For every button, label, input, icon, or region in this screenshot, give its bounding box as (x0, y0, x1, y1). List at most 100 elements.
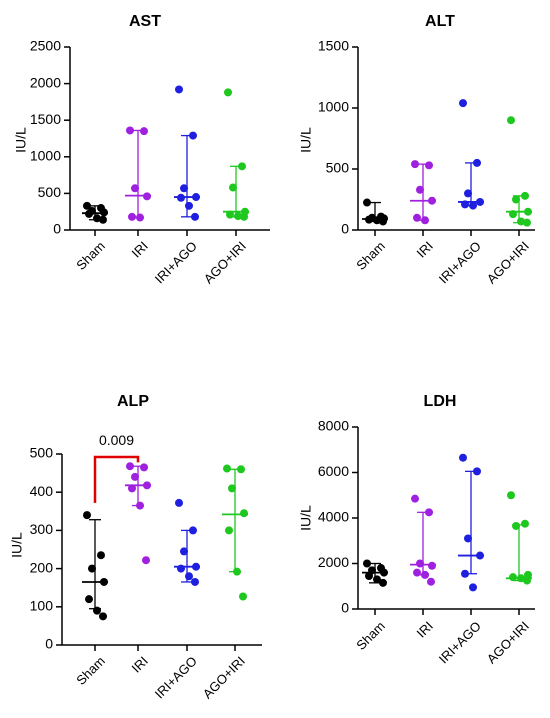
data-point (476, 197, 484, 206)
data-point (507, 491, 515, 500)
bracket-line (93, 455, 140, 503)
y-tick-label: 1500 (318, 38, 349, 54)
y-tick-label: 0 (45, 636, 53, 652)
data-point (83, 511, 91, 520)
data-point (140, 127, 148, 136)
chart-panel-alp: ALP IU/L 0 100 200 300 400 500 Sham IRI IRI+AGO AGO… (9, 393, 262, 701)
y-tick-label: 500 (326, 160, 350, 176)
y-tick-label: 300 (30, 521, 54, 537)
data-point (99, 612, 107, 621)
data-point (233, 567, 241, 576)
data-point (99, 215, 107, 224)
x-category-label: Sham (73, 653, 108, 688)
series-iri-ago (458, 99, 484, 210)
y-axis-label: IU/L (298, 127, 314, 153)
data-point (473, 158, 481, 167)
series-iri (410, 160, 436, 225)
data-point (373, 216, 381, 225)
data-point (379, 217, 387, 226)
data-point (461, 200, 469, 209)
y-tick-label: 6000 (318, 463, 349, 479)
data-point (85, 595, 93, 604)
data-point (469, 583, 477, 592)
data-point (379, 578, 387, 587)
series-iri (125, 126, 151, 222)
chart-title: AST (129, 13, 161, 30)
chart-panel-ldh: LDH IU/L 0 2000 4000 6000 8000 Sham IRI IRI+AGO AG… (298, 393, 535, 666)
series-iri (410, 494, 436, 586)
series-iri-ago (458, 453, 484, 592)
y-tick-label: 4000 (318, 509, 349, 525)
data-point (240, 509, 248, 518)
data-point (459, 99, 467, 108)
data-point (413, 568, 421, 577)
y-tick-label: 0 (341, 600, 349, 616)
data-point (476, 551, 484, 560)
data-point (100, 577, 108, 586)
series-sham (82, 201, 108, 224)
data-point (461, 569, 469, 578)
data-point (365, 215, 373, 224)
series-iri (125, 462, 151, 565)
y-tick-label: 1000 (30, 148, 61, 164)
series-iri-ago (174, 498, 200, 586)
y-tick-label: 200 (30, 559, 54, 575)
y-tick-label: 8000 (318, 418, 349, 434)
data-point (136, 501, 144, 510)
y-tick-label: 400 (30, 483, 54, 499)
series-ago-iri (506, 491, 532, 585)
y-tick-label: 2500 (30, 38, 61, 54)
x-category-label: IRI+AGO (436, 238, 484, 286)
data-point (85, 209, 93, 218)
x-category-label: AGO+IRI (484, 238, 532, 286)
data-point (512, 521, 520, 530)
series-sham (362, 559, 388, 587)
data-point (189, 526, 197, 535)
data-point (524, 207, 532, 216)
data-point (131, 184, 139, 193)
y-tick-label: 0 (341, 221, 349, 237)
data-point (97, 551, 105, 560)
data-point (521, 519, 529, 528)
y-axis-label: IU/L (298, 505, 314, 531)
data-point (140, 463, 148, 472)
data-point (509, 573, 517, 582)
chart-title: ALP (117, 393, 149, 410)
x-category-label: Sham (353, 238, 388, 273)
p-value-label: 0.009 (99, 432, 134, 448)
data-point (523, 218, 531, 227)
data-point (363, 198, 371, 207)
data-point (523, 576, 531, 585)
data-point (177, 193, 185, 202)
x-category-label: IRI+AGO (152, 238, 200, 286)
x-category-label: Sham (73, 238, 108, 273)
y-tick-label: 500 (38, 184, 62, 200)
data-point (88, 564, 96, 573)
data-point (180, 184, 188, 193)
series-iri-ago (174, 85, 200, 221)
data-point (413, 213, 421, 222)
data-point (223, 464, 231, 473)
data-point (517, 574, 525, 583)
data-point (192, 562, 200, 571)
data-point (411, 494, 419, 503)
data-point (239, 592, 247, 601)
data-point (380, 568, 388, 577)
x-category-label: AGO+IRI (201, 238, 249, 286)
x-category-label: IRI (414, 238, 436, 260)
data-point (126, 126, 134, 135)
data-point (142, 556, 150, 565)
data-point (93, 214, 101, 223)
data-point (189, 131, 197, 140)
data-point (226, 210, 234, 219)
data-point (425, 508, 433, 517)
data-point (428, 196, 436, 205)
data-point (229, 183, 237, 192)
data-point (509, 210, 517, 219)
data-point (521, 191, 529, 200)
y-tick-label: 100 (30, 598, 54, 614)
data-point (180, 547, 188, 556)
data-point (143, 192, 151, 201)
x-category-label: IRI (414, 618, 436, 640)
